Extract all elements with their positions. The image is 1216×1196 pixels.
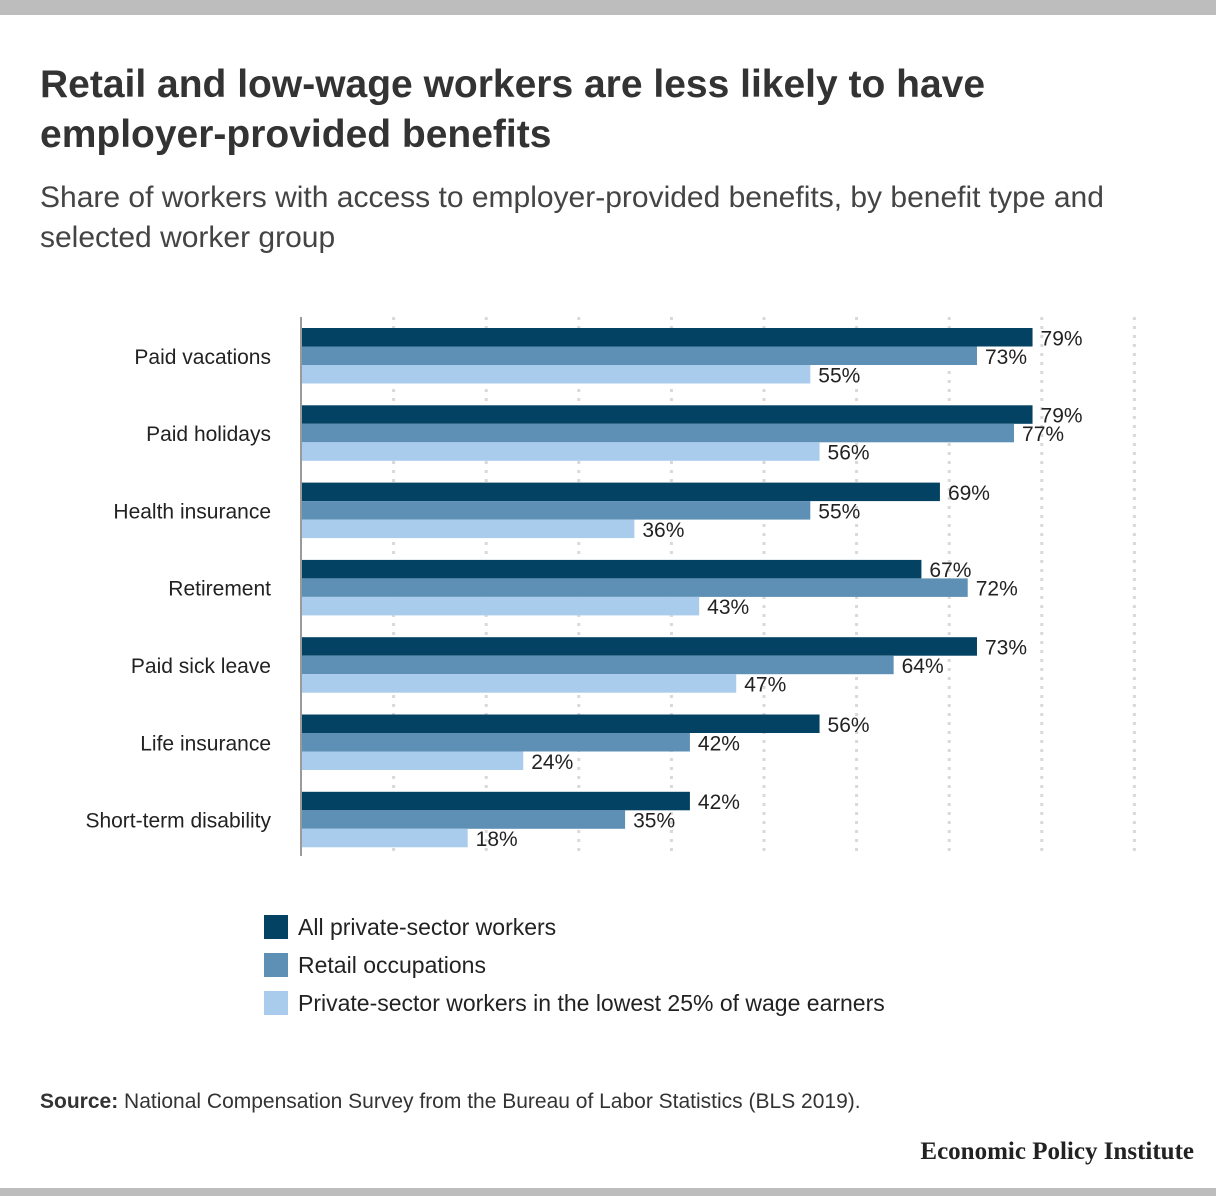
data-label: 55%	[818, 364, 860, 387]
data-label: 55%	[818, 500, 860, 523]
data-label: 72%	[976, 578, 1018, 601]
bar	[301, 791, 690, 811]
bar	[301, 482, 940, 502]
category-label: Paid vacations	[134, 346, 271, 369]
data-label: 79%	[1041, 327, 1083, 350]
category-label: Retirement	[168, 578, 271, 601]
source-note: Source: National Compensation Survey fro…	[40, 1090, 861, 1114]
bar	[301, 714, 820, 733]
data-label: 35%	[633, 810, 675, 833]
category-label: Paid holidays	[146, 423, 271, 446]
bottom-border	[0, 1188, 1216, 1196]
data-label: 36%	[642, 519, 684, 542]
legend-swatch-all-private	[264, 915, 288, 939]
source-text: National Compensation Survey from the Bu…	[124, 1090, 861, 1113]
data-label: 73%	[985, 346, 1027, 369]
data-label: 56%	[828, 442, 870, 465]
bar	[301, 423, 1015, 443]
bar	[301, 405, 1033, 424]
bar	[301, 637, 977, 656]
bar	[301, 578, 968, 597]
data-label: 77%	[1022, 423, 1064, 446]
legend-swatch-retail	[264, 953, 288, 977]
data-label: 69%	[948, 482, 990, 505]
bar	[301, 674, 737, 693]
data-label: 18%	[476, 828, 518, 851]
chart-subtitle: Share of workers with access to employer…	[40, 181, 1104, 254]
data-label: 43%	[707, 596, 749, 619]
legend-label-all-private: All private-sector workers	[298, 913, 557, 940]
legend-swatch-lowest-25	[264, 991, 288, 1015]
bar	[301, 501, 811, 520]
bar	[301, 733, 690, 752]
bar	[301, 442, 820, 461]
bar	[301, 346, 977, 365]
bar	[301, 559, 922, 579]
bar	[301, 751, 524, 770]
bar	[301, 365, 811, 384]
legend-item-lowest-25: Private-sector workers in the lowest 25%…	[264, 984, 885, 1022]
top-border	[0, 0, 1216, 15]
legend-label-lowest-25: Private-sector workers in the lowest 25%…	[298, 989, 885, 1016]
legend-item-retail: Retail occupations	[264, 946, 885, 984]
bar	[301, 828, 468, 848]
data-label: 73%	[985, 636, 1027, 659]
category-label: Paid sick leave	[131, 655, 271, 678]
data-label: 56%	[828, 714, 870, 737]
source-label: Source:	[40, 1090, 119, 1113]
category-label: Short-term disability	[85, 810, 271, 833]
category-label: Life insurance	[140, 732, 271, 755]
data-label: 79%	[1041, 405, 1083, 428]
data-label: 67%	[929, 559, 971, 582]
data-label: 47%	[744, 673, 786, 696]
bar	[301, 810, 626, 829]
bar	[301, 519, 635, 539]
category-label: Health insurance	[113, 500, 271, 523]
chart-title: Retail and low-wage workers are less lik…	[40, 63, 986, 156]
legend: All private-sector workers Retail occupa…	[264, 908, 885, 1022]
data-label: 42%	[698, 732, 740, 755]
bar	[301, 655, 894, 675]
data-label: 24%	[531, 751, 573, 774]
legend-item-all-private: All private-sector workers	[264, 908, 885, 946]
bar	[301, 596, 700, 616]
bar	[301, 328, 1033, 347]
data-label: 64%	[902, 655, 944, 678]
legend-label-retail: Retail occupations	[298, 951, 486, 978]
data-label: 42%	[698, 791, 740, 814]
epi-logo: Economic Policy Institute	[920, 1138, 1194, 1165]
